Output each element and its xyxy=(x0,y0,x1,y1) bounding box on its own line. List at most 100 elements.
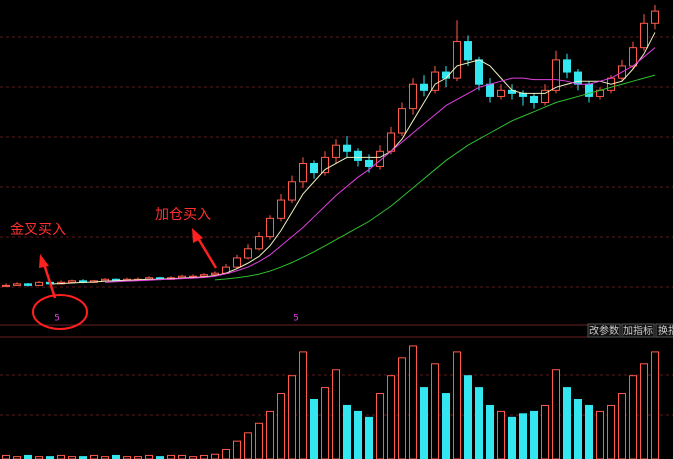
volume-bar xyxy=(508,416,516,459)
volume-bar xyxy=(475,387,483,459)
volume-bar xyxy=(310,399,318,459)
volume-bar xyxy=(376,393,384,459)
candle-body xyxy=(288,181,296,201)
candle-body xyxy=(211,272,219,276)
volume-bar xyxy=(343,404,351,459)
volume-bar xyxy=(464,375,472,459)
volume-bar xyxy=(409,345,417,459)
volume-bar xyxy=(112,454,120,459)
candle-body xyxy=(497,89,505,97)
candle-body xyxy=(398,108,406,134)
candle-body xyxy=(651,10,659,24)
volume-bar xyxy=(277,393,285,459)
volume-bar xyxy=(255,422,263,459)
candle-body xyxy=(35,281,43,286)
candle-body xyxy=(376,150,384,168)
candle-body xyxy=(552,59,560,91)
volume-bar xyxy=(541,404,549,459)
candle-body xyxy=(453,41,461,79)
candle-body xyxy=(68,280,76,283)
candle-body xyxy=(200,274,208,277)
arrow-head xyxy=(192,228,203,243)
candle-body xyxy=(365,159,373,168)
volume-bar xyxy=(640,363,648,459)
candle-body xyxy=(13,283,21,286)
volume-bar xyxy=(178,454,186,459)
arrow xyxy=(196,237,218,269)
volume-bar xyxy=(651,351,659,459)
volume-bar xyxy=(365,416,373,459)
volume-bar xyxy=(420,387,428,459)
button[interactable] xyxy=(587,323,621,338)
candle-body xyxy=(277,199,285,219)
plot-area xyxy=(2,5,659,459)
volume-bar xyxy=(607,404,615,459)
volume-bar xyxy=(24,454,32,459)
annotations: 金叉买入 加仓买入 5 5 xyxy=(10,207,299,330)
button[interactable] xyxy=(621,323,655,338)
candle-body xyxy=(431,71,439,91)
volume-bar xyxy=(244,432,252,459)
candle-body xyxy=(585,83,593,97)
volume-bar xyxy=(145,454,153,459)
candle-body xyxy=(233,257,241,268)
moving-average xyxy=(49,32,656,285)
highlight-circle xyxy=(32,294,88,330)
button[interactable] xyxy=(655,323,673,338)
candle-body xyxy=(24,283,32,286)
volume-bar xyxy=(552,369,560,459)
candle-body xyxy=(310,162,318,174)
candle-body xyxy=(530,95,538,104)
annotation: 加仓买入 xyxy=(155,207,211,223)
button-label[interactable]: 加指标 xyxy=(623,324,653,337)
candle-body xyxy=(640,22,648,49)
volume-bar xyxy=(354,410,362,459)
volume-bar xyxy=(167,454,175,459)
candle-body xyxy=(2,284,10,287)
volume-bar xyxy=(497,410,505,459)
volume-bar xyxy=(90,454,98,459)
candle-body xyxy=(574,71,582,85)
signal-marker: 5 xyxy=(54,314,60,324)
volume-bar xyxy=(574,399,582,459)
volume-bar xyxy=(519,413,527,459)
candle-body xyxy=(409,83,417,110)
candle-body xyxy=(255,236,263,250)
button-label[interactable]: 换指 xyxy=(658,324,673,337)
candle-body xyxy=(332,144,340,158)
button-label[interactable]: 改参数 xyxy=(589,324,619,337)
candle-body xyxy=(321,156,329,174)
moving-average xyxy=(214,74,656,281)
volume-bar xyxy=(321,387,329,459)
volume-bar xyxy=(288,375,296,459)
volume-bar xyxy=(57,454,65,459)
annotation: 金叉买入 xyxy=(10,222,66,238)
candle-body xyxy=(244,248,252,259)
volume-bar xyxy=(486,404,494,459)
toolbar: 改参数 加指标 换指 xyxy=(587,323,673,338)
volume-bar xyxy=(442,393,450,459)
candle-body xyxy=(541,89,549,104)
arrow xyxy=(42,263,57,299)
candle-body xyxy=(354,150,362,161)
candle-body xyxy=(486,83,494,97)
volume-bar xyxy=(629,375,637,459)
volume-bar xyxy=(387,375,395,459)
volume-bar xyxy=(222,448,230,459)
volume-bar xyxy=(453,351,461,459)
candle-body xyxy=(475,59,483,85)
volume-bar xyxy=(211,453,219,459)
candle-body xyxy=(563,59,571,73)
volume-bar xyxy=(332,369,340,459)
candle-body xyxy=(629,47,637,67)
volume-bar xyxy=(299,351,307,459)
volume-bar xyxy=(266,410,274,459)
candle-body xyxy=(420,83,428,91)
volume-bar xyxy=(618,393,626,459)
candle-body xyxy=(266,217,274,238)
signal-marker: 5 xyxy=(293,314,299,324)
volume-bar xyxy=(398,357,406,459)
candle-body xyxy=(343,144,351,152)
candle-body xyxy=(299,162,307,183)
